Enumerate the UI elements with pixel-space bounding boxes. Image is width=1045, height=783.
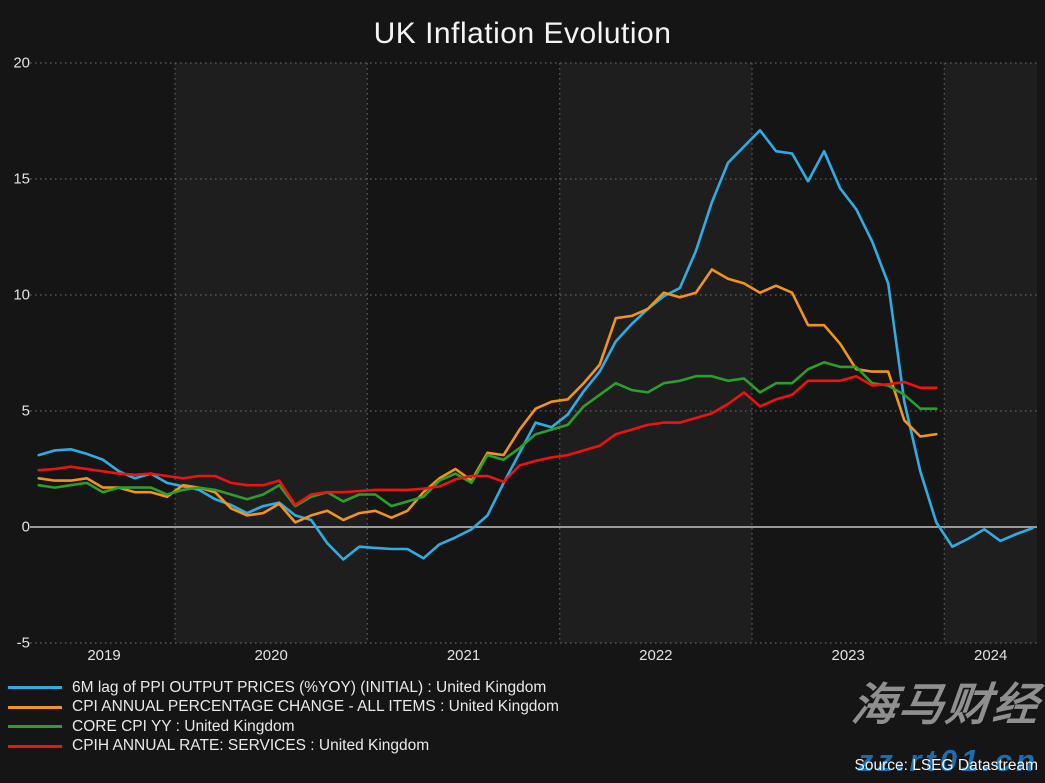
year-band-2022 <box>559 63 753 643</box>
year-band-2020 <box>175 63 368 643</box>
series-line-cpih_services <box>37 374 938 507</box>
x-tick-label-2022: 2022 <box>639 647 673 664</box>
year-band-2019 <box>33 63 175 643</box>
legend-item: 6M lag of PPI OUTPUT PRICES (%YOY) (INIT… <box>8 678 559 698</box>
source-label: Source: LSEG Datastream <box>854 757 1039 774</box>
x-tick-label-2019: 2019 <box>87 647 121 664</box>
watermark-domain-text: zz.rt01.cn <box>857 743 1039 778</box>
legend-label: CPI ANNUAL PERCENTAGE CHANGE - ALL ITEMS… <box>72 698 559 716</box>
watermark-cjk-text: 海马财经 <box>849 679 1043 730</box>
y-tick-label-10: 10 <box>13 286 30 304</box>
legend-label: 6M lag of PPI OUTPUT PRICES (%YOY) (INIT… <box>72 678 547 696</box>
y-tick-label--5: -5 <box>16 634 30 652</box>
y-tick-label-20: 20 <box>13 54 30 72</box>
year-band-2023 <box>752 63 945 643</box>
series-line-cpi <box>37 268 938 524</box>
legend-swatch-cpih_services <box>8 744 62 748</box>
x-tick-label-2021: 2021 <box>446 647 481 664</box>
x-tick-label-2020: 2020 <box>254 647 288 664</box>
legend-swatch-ppi <box>8 686 62 690</box>
chart-title: UK Inflation Evolution <box>373 17 672 50</box>
year-band-2021 <box>367 63 560 643</box>
x-tick-label-2023: 2023 <box>831 647 865 664</box>
legend-item: CPIH ANNUAL RATE: SERVICES : United King… <box>8 737 559 757</box>
legend-item: CORE CPI YY : United Kingdom <box>8 717 559 737</box>
legend: 6M lag of PPI OUTPUT PRICES (%YOY) (INIT… <box>8 678 559 756</box>
series-line-core_cpi <box>37 360 938 508</box>
legend-swatch-cpi <box>8 705 62 709</box>
y-tick-label-0: 0 <box>21 518 30 536</box>
legend-label: CPIH ANNUAL RATE: SERVICES : United King… <box>72 737 430 755</box>
year-band-2024 <box>944 63 1037 643</box>
legend-label: CORE CPI YY : United Kingdom <box>72 717 295 735</box>
y-tick-label-5: 5 <box>21 402 30 420</box>
y-tick-label-15: 15 <box>13 170 30 188</box>
legend-item: CPI ANNUAL PERCENTAGE CHANGE - ALL ITEMS… <box>8 698 559 718</box>
legend-swatch-core_cpi <box>8 725 62 729</box>
x-tick-label-2024: 2024 <box>973 647 1008 664</box>
series-line-ppi <box>37 129 1034 561</box>
